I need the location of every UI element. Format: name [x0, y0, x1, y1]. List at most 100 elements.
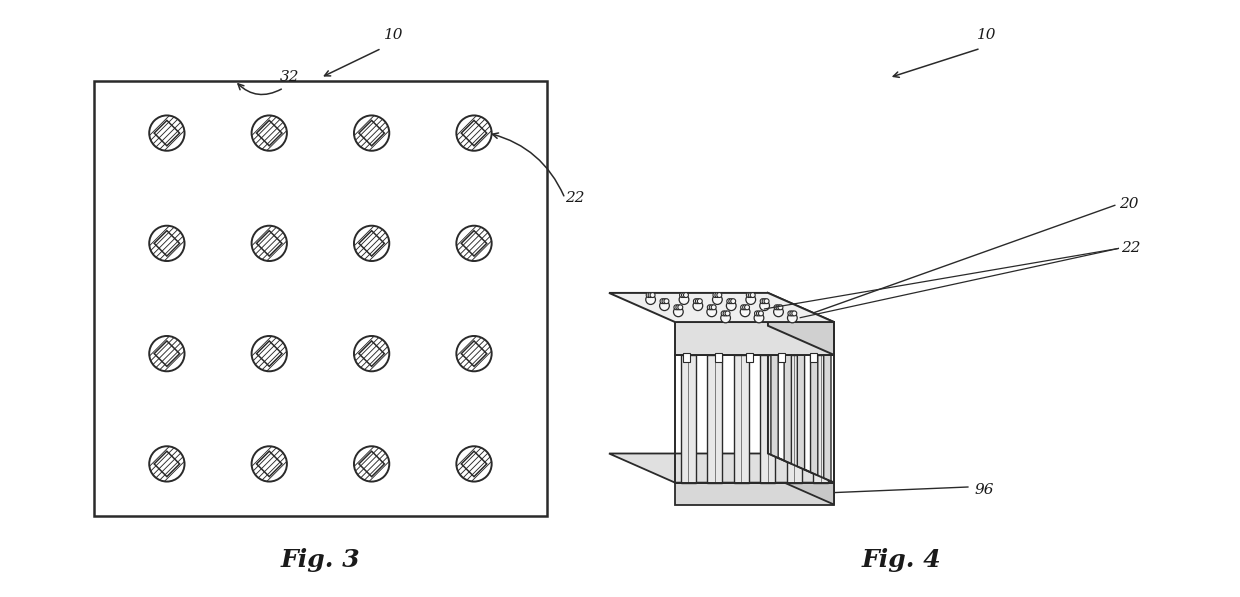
Polygon shape	[813, 355, 828, 482]
Circle shape	[456, 336, 492, 371]
Circle shape	[697, 298, 702, 304]
Circle shape	[792, 311, 797, 316]
Circle shape	[727, 298, 732, 304]
Circle shape	[673, 307, 683, 316]
Circle shape	[750, 293, 755, 297]
Circle shape	[673, 305, 678, 310]
Bar	[746, 353, 754, 362]
Circle shape	[727, 301, 737, 310]
Circle shape	[774, 305, 779, 310]
Polygon shape	[708, 355, 722, 482]
Circle shape	[723, 311, 728, 316]
Circle shape	[713, 295, 722, 304]
Circle shape	[252, 446, 286, 482]
Circle shape	[740, 307, 750, 316]
Bar	[683, 353, 689, 362]
Circle shape	[774, 307, 784, 316]
Polygon shape	[768, 293, 835, 355]
Circle shape	[252, 226, 286, 261]
Circle shape	[678, 305, 683, 310]
Circle shape	[746, 295, 755, 304]
Polygon shape	[787, 355, 801, 482]
Circle shape	[252, 336, 286, 371]
Circle shape	[149, 446, 185, 482]
Polygon shape	[771, 327, 779, 458]
Polygon shape	[768, 454, 835, 504]
Text: 96: 96	[975, 483, 994, 497]
Bar	[779, 353, 785, 362]
Circle shape	[149, 226, 185, 261]
Circle shape	[746, 293, 751, 297]
Circle shape	[756, 311, 761, 316]
Bar	[94, 81, 547, 516]
Text: Fig. 4: Fig. 4	[862, 549, 941, 573]
Circle shape	[680, 295, 689, 304]
Circle shape	[754, 313, 764, 323]
Circle shape	[715, 293, 720, 297]
Circle shape	[650, 293, 655, 297]
Circle shape	[682, 293, 687, 297]
Polygon shape	[675, 322, 835, 355]
Circle shape	[456, 226, 492, 261]
Circle shape	[663, 298, 668, 304]
Circle shape	[743, 305, 748, 310]
Bar	[714, 353, 722, 362]
Circle shape	[730, 298, 735, 304]
Circle shape	[748, 293, 753, 297]
Text: Fig. 3: Fig. 3	[280, 549, 361, 573]
Circle shape	[676, 305, 681, 310]
Text: 20: 20	[1118, 198, 1138, 211]
Circle shape	[790, 311, 795, 316]
Circle shape	[680, 293, 684, 297]
Circle shape	[729, 298, 734, 304]
Polygon shape	[784, 333, 791, 464]
Circle shape	[713, 293, 718, 297]
Circle shape	[649, 293, 653, 297]
Polygon shape	[797, 338, 805, 470]
Polygon shape	[823, 350, 831, 481]
Polygon shape	[675, 482, 835, 504]
Circle shape	[712, 305, 717, 310]
Circle shape	[707, 305, 712, 310]
Circle shape	[760, 301, 770, 310]
Text: 22: 22	[1121, 241, 1141, 256]
Circle shape	[646, 293, 651, 297]
Circle shape	[740, 305, 745, 310]
Circle shape	[707, 307, 717, 316]
Circle shape	[693, 301, 703, 310]
Circle shape	[660, 298, 665, 304]
Circle shape	[149, 336, 185, 371]
Circle shape	[660, 301, 670, 310]
Circle shape	[760, 298, 765, 304]
Text: 22: 22	[565, 192, 584, 205]
Circle shape	[787, 311, 792, 316]
Bar	[810, 353, 817, 362]
Circle shape	[353, 336, 389, 371]
Circle shape	[662, 298, 667, 304]
Circle shape	[456, 115, 492, 151]
Circle shape	[353, 226, 389, 261]
Circle shape	[725, 311, 730, 316]
Text: 10: 10	[384, 29, 403, 42]
Circle shape	[764, 298, 769, 304]
Circle shape	[720, 313, 730, 323]
Circle shape	[787, 313, 797, 323]
Circle shape	[252, 115, 286, 151]
Circle shape	[353, 446, 389, 482]
Circle shape	[709, 305, 714, 310]
Circle shape	[755, 311, 759, 316]
Text: 32: 32	[280, 70, 300, 84]
Circle shape	[717, 293, 722, 297]
Text: 10: 10	[977, 29, 997, 42]
Circle shape	[722, 311, 727, 316]
Circle shape	[777, 305, 782, 310]
Polygon shape	[609, 293, 835, 322]
Polygon shape	[811, 344, 818, 475]
Polygon shape	[609, 454, 835, 482]
Circle shape	[763, 298, 768, 304]
Circle shape	[149, 115, 185, 151]
Circle shape	[776, 305, 781, 310]
Circle shape	[696, 298, 701, 304]
Polygon shape	[734, 355, 749, 482]
Polygon shape	[760, 355, 775, 482]
